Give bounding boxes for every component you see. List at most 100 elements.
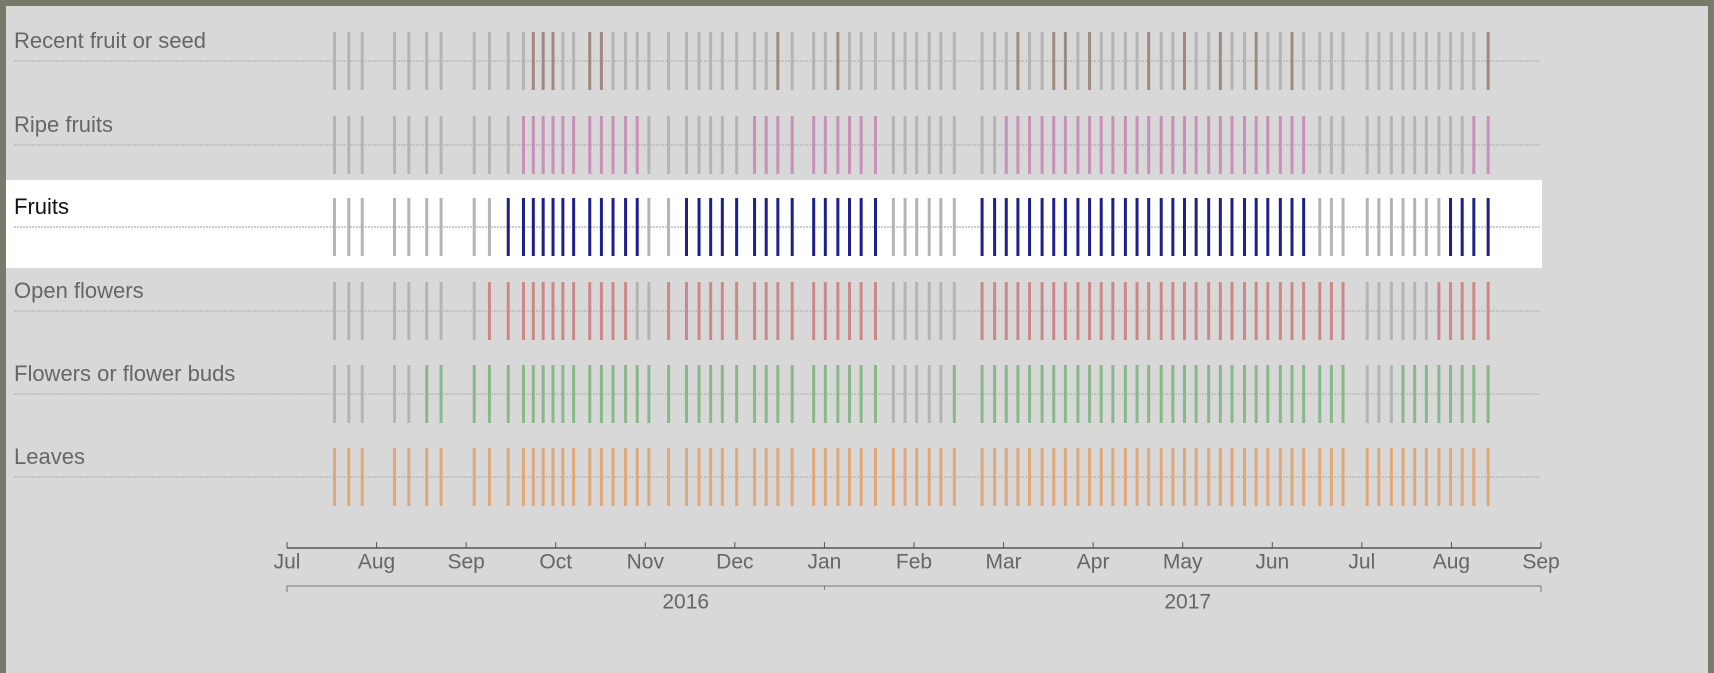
observation-bar [1377,32,1381,90]
observation-bar [993,365,997,423]
observation-bar [1016,116,1020,174]
observation-bar [1028,365,1032,423]
observation-bar [667,116,671,174]
observation-bar [1486,365,1490,423]
observation-bar [993,448,997,506]
observation-bar [1016,365,1020,423]
observation-bar [1111,365,1115,423]
observation-bar [1207,116,1211,174]
observation-bar [790,116,794,174]
observation-bar [487,198,491,256]
observation-bar [599,448,603,506]
observation-bar [1076,282,1080,340]
observation-bar [891,365,895,423]
observation-bar [392,448,396,506]
observation-bar [1230,198,1234,256]
observation-bar [1377,116,1381,174]
observation-bar [1460,32,1464,90]
observation-bar [1171,282,1175,340]
observation-bar [1004,116,1008,174]
observation-bar [1460,282,1464,340]
observation-bar [684,32,688,90]
observation-bar [1040,116,1044,174]
year-bracket [286,585,1542,592]
observation-bar [506,32,510,90]
observation-bar [1194,198,1198,256]
observation-bar [1111,198,1115,256]
observation-bar [647,32,651,90]
observation-bar [939,32,943,90]
observation-bar [1028,198,1032,256]
observation-bar [1135,365,1139,423]
observation-bar [332,365,336,423]
observation-bar [624,116,628,174]
observation-bar [927,365,931,423]
observation-bar [859,116,863,174]
observation-bar [709,116,713,174]
observation-bar [753,282,757,340]
observation-bar [903,32,907,90]
observation-bar [776,282,780,340]
observation-bar [487,282,491,340]
observation-bar [1040,32,1044,90]
observation-bar [1052,32,1056,90]
observation-bar [927,198,931,256]
observation-bar [1318,32,1322,90]
observation-bar [425,282,429,340]
observation-bar [1486,32,1490,90]
observation-bar [551,448,555,506]
observation-bar [1302,116,1306,174]
observation-bar [1389,365,1393,423]
observation-bar [392,365,396,423]
observation-bar [873,448,877,506]
observation-bar [980,116,984,174]
observation-bar [1413,32,1417,90]
observation-bar [541,116,545,174]
observation-bar [667,365,671,423]
observation-bar [1254,448,1258,506]
observation-bar [1278,448,1282,506]
observation-bar [332,116,336,174]
observation-bar [1389,282,1393,340]
observation-bar [561,448,565,506]
observation-bar [1028,32,1032,90]
observation-bar [332,282,336,340]
observation-bar [1278,365,1282,423]
observation-bar [903,448,907,506]
observation-bar [709,282,713,340]
observation-bar [1147,282,1151,340]
observation-bar [1243,198,1247,256]
x-tick-label: Oct [539,551,572,574]
observation-bar [1218,116,1222,174]
observation-bar [1302,365,1306,423]
observation-bar [1088,198,1092,256]
observation-bar [1088,282,1092,340]
observation-bar [1401,365,1405,423]
observation-bar [1123,365,1127,423]
observation-bar [407,32,411,90]
observation-bar [1183,448,1187,506]
observation-bar [1486,448,1490,506]
x-tick-label: Mar [985,551,1021,574]
observation-bar [599,365,603,423]
observation-bar [347,116,351,174]
observation-bar [1266,365,1270,423]
observation-bar [1472,198,1476,256]
observation-bar [939,365,943,423]
observation-bar [572,448,576,506]
observation-bar [531,32,535,90]
observation-bar [572,116,576,174]
observation-bar [1266,282,1270,340]
observation-bar [720,116,724,174]
observation-bar [1028,282,1032,340]
observation-bar [1076,32,1080,90]
observation-bar [1004,448,1008,506]
observation-bar [487,32,491,90]
observation-bar [915,116,919,174]
observation-bar [392,116,396,174]
observation-bar [1111,116,1115,174]
observation-bar [1194,365,1198,423]
x-tick-label: Jan [807,551,841,574]
observation-bar [332,32,336,90]
observation-bar [1329,116,1333,174]
